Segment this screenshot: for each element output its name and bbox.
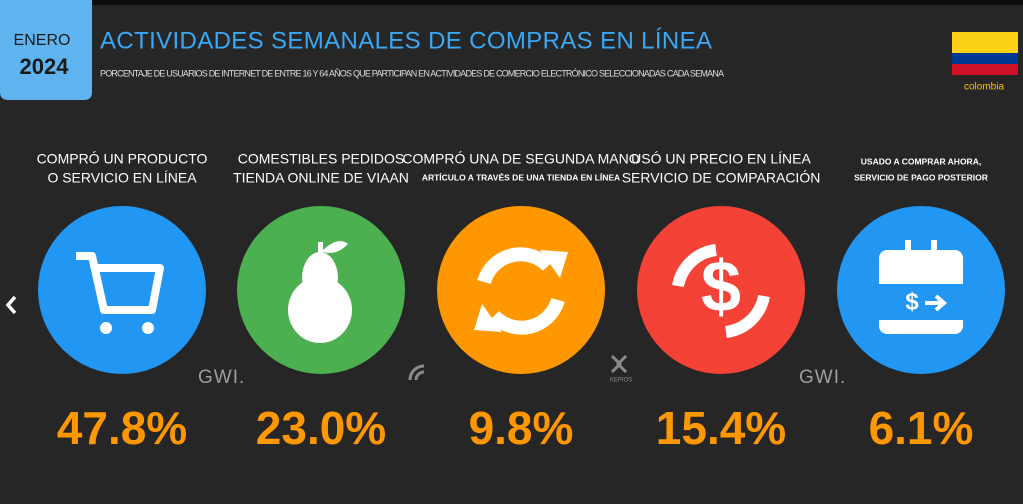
icon-circle — [437, 206, 605, 374]
cart-icon — [76, 252, 164, 334]
flag — [952, 32, 1018, 75]
item-label: USÓ UN PRECIO EN LÍNEA — [631, 151, 811, 167]
item-label: SERVICIO DE COMPARACIÓN — [622, 170, 821, 186]
watermark: KEPIOS — [610, 378, 632, 384]
svg-text:$: $ — [905, 288, 919, 315]
item-label: O SERVICIO EN LÍNEA — [47, 170, 197, 186]
item-value: 15.4% — [656, 402, 786, 454]
item-label: TIENDA ONLINE DE VIAAN — [233, 170, 409, 186]
item-value: 23.0% — [256, 402, 386, 454]
item-label: COMPRÓ UN PRODUCTO — [37, 151, 208, 167]
item-sublabel: SERVICIO DE PAGO POSTERIOR — [854, 172, 988, 182]
item-sublabel: USADO A COMPRAR AHORA, — [861, 156, 981, 166]
item-value: 9.8% — [469, 402, 574, 454]
price-icon: $ — [672, 244, 770, 338]
svg-text:$: $ — [701, 247, 741, 327]
refresh-icon — [474, 247, 568, 335]
date-badge — [0, 0, 92, 100]
badge-year: 2024 — [20, 54, 70, 79]
watermark: GWI. — [198, 367, 245, 388]
flag-label: colombia — [964, 82, 1004, 93]
watermark: GWI. — [799, 367, 846, 388]
calendar-icon: $ — [879, 240, 963, 334]
item-label: COMPRÓ UNA DE SEGUNDA MANO — [402, 151, 639, 167]
subtitle: PORCENTAJE DE USUARIOS DE INTERNET DE EN… — [100, 68, 724, 78]
item-sublabel: ARTÍCULO A TRAVÉS DE UNA TIENDA EN LÍNEA — [422, 172, 620, 182]
prev-arrow[interactable] — [5, 295, 17, 315]
item-value: 6.1% — [869, 402, 974, 454]
item-value: 47.8% — [57, 402, 187, 454]
pear-icon — [288, 241, 352, 343]
top-bar — [0, 0, 1023, 5]
item-label: COMESTIBLES PEDIDOS — [238, 151, 404, 167]
badge-month: ENERO — [14, 32, 71, 49]
icon-circle — [637, 206, 805, 374]
logo-mark — [408, 364, 425, 381]
title: ACTIVIDADES SEMANALES DE COMPRAS EN LÍNE… — [100, 27, 712, 54]
logo-mark — [610, 354, 628, 374]
